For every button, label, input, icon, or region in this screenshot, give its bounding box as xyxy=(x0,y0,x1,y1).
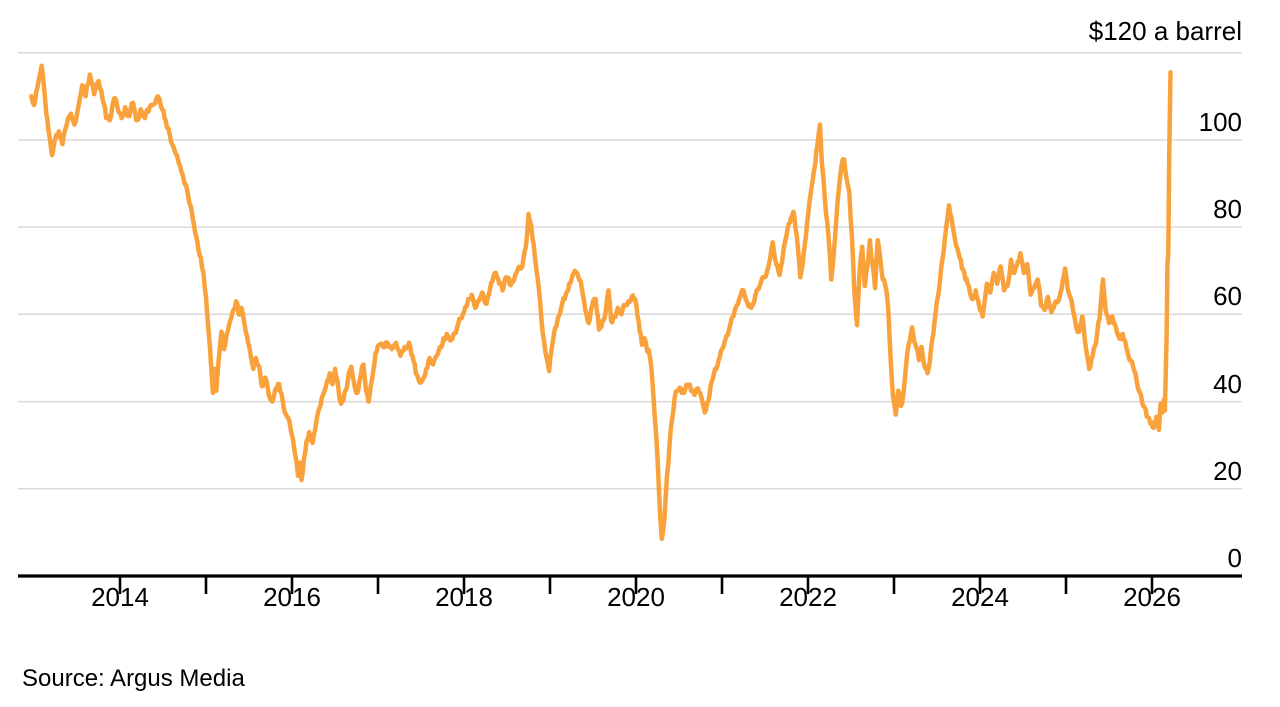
x-tick-label-2024: 2024 xyxy=(951,582,1009,612)
price-line xyxy=(29,63,1173,542)
x-axis xyxy=(18,574,1242,594)
x-tick-label-2016: 2016 xyxy=(263,582,321,612)
y-tick-label-0: 0 xyxy=(1228,543,1242,573)
y-tick-label-40: 40 xyxy=(1213,369,1242,399)
y-tick-label-100: 100 xyxy=(1199,107,1242,137)
axis-labels: $120 a barrel 100 80 60 40 20 0 2014 201… xyxy=(22,16,1242,692)
source-label: Source: Argus Media xyxy=(22,665,245,692)
x-tick-label-2022: 2022 xyxy=(779,582,837,612)
y-tick-label-20: 20 xyxy=(1213,456,1242,486)
y-tick-label-80: 80 xyxy=(1213,194,1242,224)
x-tick-label-2014: 2014 xyxy=(91,582,149,612)
gridlines xyxy=(18,51,1242,490)
x-tick-label-2018: 2018 xyxy=(435,582,493,612)
top-axis-label: $120 a barrel xyxy=(1089,16,1242,46)
y-tick-label-60: 60 xyxy=(1213,281,1242,311)
x-tick-label-2020: 2020 xyxy=(607,582,665,612)
x-tick-label-2026: 2026 xyxy=(1123,582,1181,612)
